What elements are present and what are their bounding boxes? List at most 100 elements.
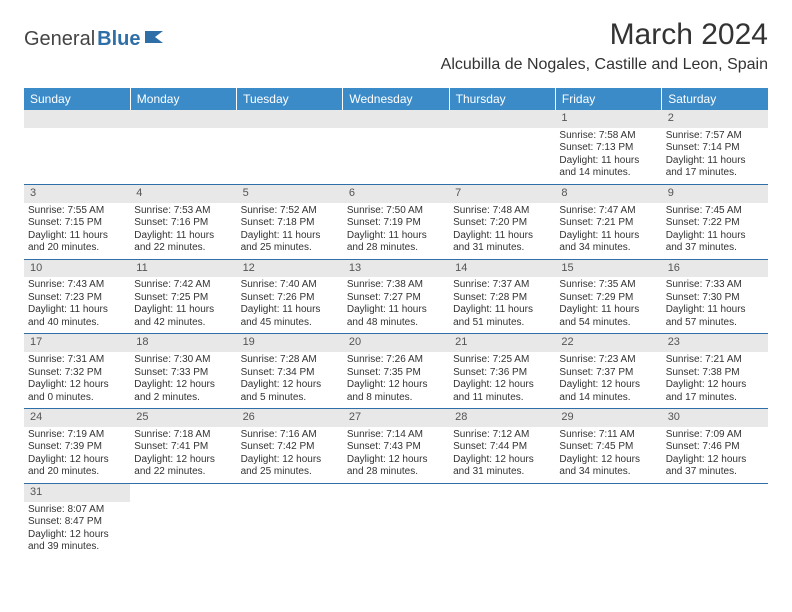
sunset-text: Sunset: 7:44 PM [453, 441, 551, 454]
calendar-cell [130, 483, 236, 557]
sunrise-text: Sunrise: 7:25 AM [453, 354, 551, 367]
calendar-cell: 4Sunrise: 7:53 AMSunset: 7:16 PMDaylight… [130, 184, 236, 259]
sunrise-text: Sunrise: 7:33 AM [666, 279, 764, 292]
sunrise-text: Sunrise: 7:50 AM [347, 205, 445, 218]
sunset-text: Sunset: 7:30 PM [666, 292, 764, 305]
sunrise-text: Sunrise: 8:07 AM [28, 504, 126, 517]
weekday-header: Wednesday [343, 88, 449, 110]
sunset-text: Sunset: 7:43 PM [347, 441, 445, 454]
sunset-text: Sunset: 7:14 PM [666, 142, 764, 155]
weekday-header: Monday [130, 88, 236, 110]
sunset-text: Sunset: 7:16 PM [134, 217, 232, 230]
calendar-cell [343, 483, 449, 557]
sunset-text: Sunset: 7:39 PM [28, 441, 126, 454]
sunrise-text: Sunrise: 7:47 AM [559, 205, 657, 218]
sunset-text: Sunset: 7:18 PM [241, 217, 339, 230]
flag-icon [145, 29, 167, 50]
daylight-text: Daylight: 11 hours and 45 minutes. [241, 304, 339, 329]
daylight-text: Daylight: 12 hours and 22 minutes. [134, 454, 232, 479]
sunrise-text: Sunrise: 7:28 AM [241, 354, 339, 367]
calendar-week-row: 17Sunrise: 7:31 AMSunset: 7:32 PMDayligh… [24, 334, 768, 409]
daylight-text: Daylight: 11 hours and 42 minutes. [134, 304, 232, 329]
day-number: 1 [555, 110, 661, 128]
day-number: 5 [237, 185, 343, 203]
daylight-text: Daylight: 11 hours and 37 minutes. [666, 230, 764, 255]
day-number: 21 [449, 334, 555, 352]
daylight-text: Daylight: 11 hours and 31 minutes. [453, 230, 551, 255]
day-number: 20 [343, 334, 449, 352]
calendar-cell: 13Sunrise: 7:38 AMSunset: 7:27 PMDayligh… [343, 259, 449, 334]
daylight-text: Daylight: 11 hours and 28 minutes. [347, 230, 445, 255]
day-number: 29 [555, 409, 661, 427]
weekday-header-row: Sunday Monday Tuesday Wednesday Thursday… [24, 88, 768, 110]
sunrise-text: Sunrise: 7:21 AM [666, 354, 764, 367]
calendar-cell: 31Sunrise: 8:07 AMSunset: 8:47 PMDayligh… [24, 483, 130, 557]
weekday-header: Thursday [449, 88, 555, 110]
sunset-text: Sunset: 7:19 PM [347, 217, 445, 230]
calendar-cell: 15Sunrise: 7:35 AMSunset: 7:29 PMDayligh… [555, 259, 661, 334]
calendar-cell [237, 110, 343, 184]
daylight-text: Daylight: 12 hours and 34 minutes. [559, 454, 657, 479]
title-block: March 2024 Alcubilla de Nogales, Castill… [441, 18, 768, 82]
day-number: 7 [449, 185, 555, 203]
sunrise-text: Sunrise: 7:52 AM [241, 205, 339, 218]
calendar-cell [449, 110, 555, 184]
sunset-text: Sunset: 7:34 PM [241, 367, 339, 380]
calendar-cell: 29Sunrise: 7:11 AMSunset: 7:45 PMDayligh… [555, 409, 661, 484]
daylight-text: Daylight: 11 hours and 14 minutes. [559, 155, 657, 180]
sunrise-text: Sunrise: 7:16 AM [241, 429, 339, 442]
sunset-text: Sunset: 7:28 PM [453, 292, 551, 305]
day-number: 31 [24, 484, 130, 502]
sunset-text: Sunset: 7:21 PM [559, 217, 657, 230]
calendar-cell: 22Sunrise: 7:23 AMSunset: 7:37 PMDayligh… [555, 334, 661, 409]
calendar-cell [24, 110, 130, 184]
calendar-cell [130, 110, 236, 184]
sunrise-text: Sunrise: 7:55 AM [28, 205, 126, 218]
sunset-text: Sunset: 7:29 PM [559, 292, 657, 305]
calendar-cell: 9Sunrise: 7:45 AMSunset: 7:22 PMDaylight… [662, 184, 768, 259]
sunset-text: Sunset: 7:32 PM [28, 367, 126, 380]
day-number: 25 [130, 409, 236, 427]
calendar-week-row: 10Sunrise: 7:43 AMSunset: 7:23 PMDayligh… [24, 259, 768, 334]
page-header: General Blue March 2024 Alcubilla de Nog… [24, 18, 768, 82]
calendar-page: General Blue March 2024 Alcubilla de Nog… [0, 0, 792, 576]
calendar-cell: 7Sunrise: 7:48 AMSunset: 7:20 PMDaylight… [449, 184, 555, 259]
sunrise-text: Sunrise: 7:43 AM [28, 279, 126, 292]
sunrise-text: Sunrise: 7:35 AM [559, 279, 657, 292]
sunset-text: Sunset: 7:20 PM [453, 217, 551, 230]
calendar-cell [237, 483, 343, 557]
daylight-text: Daylight: 11 hours and 54 minutes. [559, 304, 657, 329]
sunrise-text: Sunrise: 7:19 AM [28, 429, 126, 442]
sunrise-text: Sunrise: 7:09 AM [666, 429, 764, 442]
sunrise-text: Sunrise: 7:37 AM [453, 279, 551, 292]
sunset-text: Sunset: 8:47 PM [28, 516, 126, 529]
sunset-text: Sunset: 7:22 PM [666, 217, 764, 230]
calendar-body: 1Sunrise: 7:58 AMSunset: 7:13 PMDaylight… [24, 110, 768, 558]
sunrise-text: Sunrise: 7:26 AM [347, 354, 445, 367]
calendar-cell: 14Sunrise: 7:37 AMSunset: 7:28 PMDayligh… [449, 259, 555, 334]
calendar-cell: 6Sunrise: 7:50 AMSunset: 7:19 PMDaylight… [343, 184, 449, 259]
sunrise-text: Sunrise: 7:31 AM [28, 354, 126, 367]
sunset-text: Sunset: 7:41 PM [134, 441, 232, 454]
sunrise-text: Sunrise: 7:45 AM [666, 205, 764, 218]
daylight-text: Daylight: 12 hours and 25 minutes. [241, 454, 339, 479]
logo-text-blue: Blue [97, 28, 140, 51]
calendar-week-row: 3Sunrise: 7:55 AMSunset: 7:15 PMDaylight… [24, 184, 768, 259]
day-number: 16 [662, 260, 768, 278]
daylight-text: Daylight: 12 hours and 8 minutes. [347, 379, 445, 404]
day-number: 13 [343, 260, 449, 278]
sunset-text: Sunset: 7:26 PM [241, 292, 339, 305]
daylight-text: Daylight: 12 hours and 2 minutes. [134, 379, 232, 404]
day-number: 19 [237, 334, 343, 352]
daylight-text: Daylight: 12 hours and 31 minutes. [453, 454, 551, 479]
day-number: 28 [449, 409, 555, 427]
sunset-text: Sunset: 7:45 PM [559, 441, 657, 454]
calendar-week-row: 24Sunrise: 7:19 AMSunset: 7:39 PMDayligh… [24, 409, 768, 484]
sunset-text: Sunset: 7:25 PM [134, 292, 232, 305]
daylight-text: Daylight: 11 hours and 57 minutes. [666, 304, 764, 329]
day-number: 27 [343, 409, 449, 427]
sunrise-text: Sunrise: 7:53 AM [134, 205, 232, 218]
calendar-cell: 16Sunrise: 7:33 AMSunset: 7:30 PMDayligh… [662, 259, 768, 334]
location-subtitle: Alcubilla de Nogales, Castille and Leon,… [441, 56, 768, 74]
calendar-cell: 10Sunrise: 7:43 AMSunset: 7:23 PMDayligh… [24, 259, 130, 334]
